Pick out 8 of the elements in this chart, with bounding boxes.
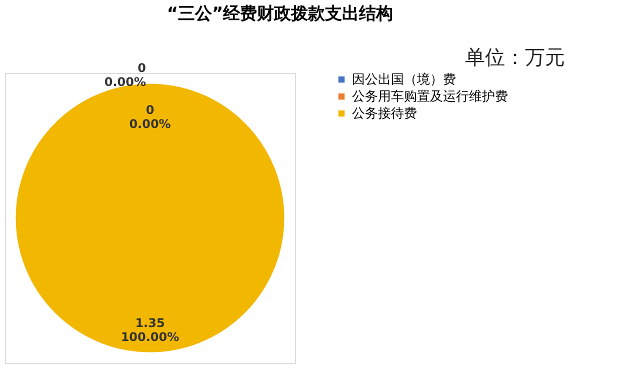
text: 0 0.00% bbox=[129, 103, 171, 131]
legend-label: 公务用车购置及运行维护费 bbox=[352, 90, 508, 104]
legend-label: 因公出国（境）费 bbox=[352, 72, 456, 88]
data-label: 1.35 100.00% bbox=[120, 316, 180, 344]
text: 0 0.00% bbox=[104, 61, 146, 89]
chart-title: “三公”经费财政拨款支出结构 bbox=[166, 4, 394, 24]
text: 单位：万元 bbox=[465, 45, 565, 69]
legend-label: 公务接待费 bbox=[352, 106, 417, 122]
